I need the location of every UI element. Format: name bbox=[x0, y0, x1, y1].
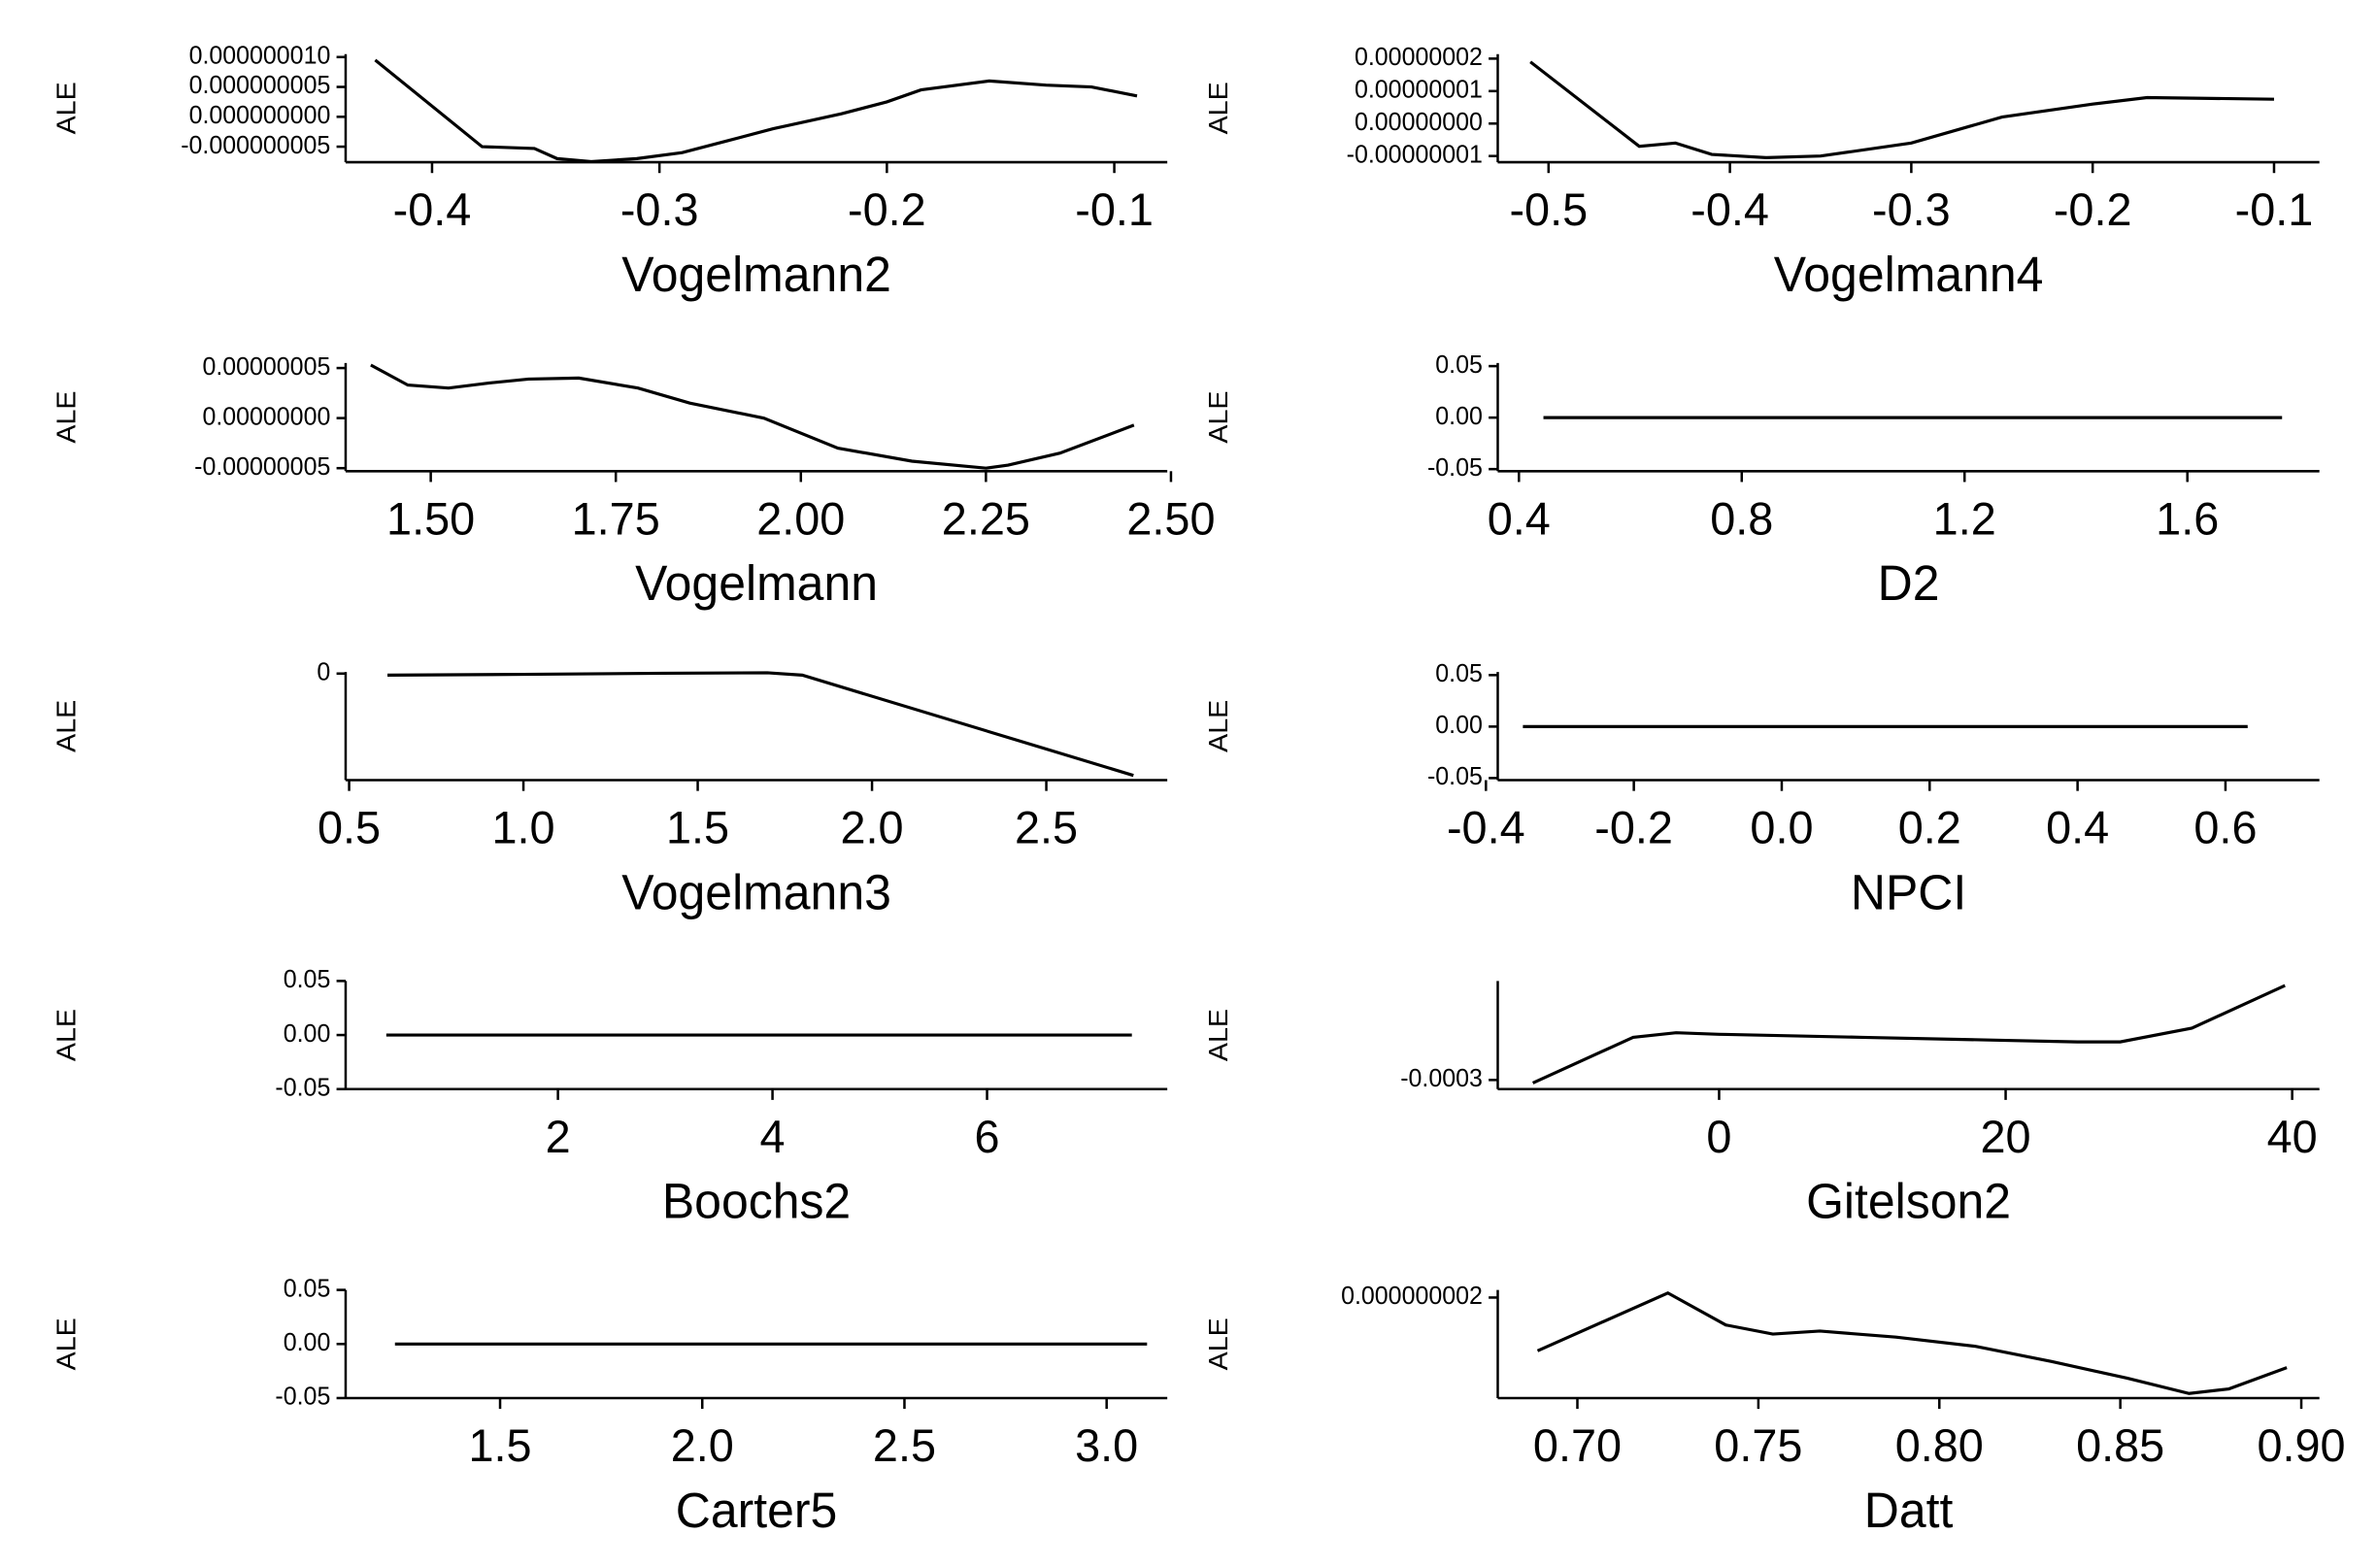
y-tick-label: -0.05 bbox=[275, 1383, 330, 1410]
y-axis-label: ALE bbox=[1203, 391, 1234, 444]
ale-line bbox=[1531, 984, 2286, 1084]
y-tick-label: -0.00000001 bbox=[1347, 141, 1483, 168]
x-tick-label: 2.50 bbox=[1126, 493, 1215, 546]
x-tick-label: 0.80 bbox=[1895, 1420, 1984, 1473]
x-tick-label: 0.6 bbox=[2193, 802, 2257, 854]
x-tick-label: -0.2 bbox=[2054, 184, 2132, 237]
ale-line bbox=[374, 58, 1138, 164]
x-tick-label: -0.5 bbox=[1509, 184, 1588, 237]
x-axis-label: Datt bbox=[1864, 1482, 1954, 1538]
y-tick-label: 0.00 bbox=[1435, 712, 1483, 739]
y-tick-label: 0.00000000 bbox=[202, 403, 330, 430]
x-tick-label: 1.5 bbox=[468, 1420, 531, 1473]
y-tick-label: 0.05 bbox=[1435, 351, 1483, 379]
x-tick-label: 0.85 bbox=[2076, 1420, 2164, 1473]
x-tick-label: -0.2 bbox=[848, 184, 926, 237]
x-tick-label: 0.4 bbox=[1488, 493, 1551, 546]
x-tick-label: 3.0 bbox=[1075, 1420, 1138, 1473]
y-axis-label: ALE bbox=[1203, 700, 1234, 752]
x-tick-label: 1.2 bbox=[1933, 493, 1996, 546]
y-tick-label: 0.00 bbox=[284, 1020, 331, 1048]
y-tick-label: 0.00000000 bbox=[1355, 109, 1483, 136]
x-tick-label: 0.0 bbox=[1750, 802, 1813, 854]
y-tick-label: 0.00000001 bbox=[1355, 76, 1483, 103]
x-tick-label: 0 bbox=[1706, 1111, 1731, 1163]
x-axis-label: NPCI bbox=[1851, 864, 1966, 920]
x-tick-label: 0.70 bbox=[1533, 1420, 1622, 1473]
y-tick-label: 0.00000005 bbox=[202, 353, 330, 381]
ale-line bbox=[387, 671, 1134, 778]
ale-line bbox=[1536, 1290, 2288, 1395]
x-axis-label: Vogelmann4 bbox=[1774, 246, 2044, 302]
x-axis-label: D2 bbox=[1878, 555, 1940, 612]
y-tick-label: 0 bbox=[317, 658, 330, 685]
ale-line bbox=[370, 363, 1135, 470]
y-tick-label: -0.000000005 bbox=[181, 132, 330, 159]
x-tick-label: -0.4 bbox=[1691, 184, 1769, 237]
x-tick-label: 0.90 bbox=[2257, 1420, 2345, 1473]
x-tick-label: 2.25 bbox=[942, 493, 1030, 546]
y-tick-label: 0.05 bbox=[284, 1275, 331, 1302]
x-axis-label: Vogelmann2 bbox=[621, 246, 891, 302]
y-tick-label: -0.05 bbox=[1427, 763, 1483, 790]
y-axis-label: ALE bbox=[51, 82, 83, 134]
x-tick-label: 1.0 bbox=[492, 802, 555, 854]
x-tick-label: 0.5 bbox=[318, 802, 381, 854]
x-tick-label: 40 bbox=[2267, 1111, 2318, 1163]
ale-line bbox=[1529, 60, 2274, 159]
x-tick-label: -0.3 bbox=[1872, 184, 1951, 237]
x-tick-label: -0.4 bbox=[1447, 802, 1525, 854]
x-tick-label: 1.6 bbox=[2156, 493, 2219, 546]
x-tick-label: 1.5 bbox=[666, 802, 729, 854]
y-tick-label: -0.05 bbox=[1427, 454, 1483, 482]
y-tick-label: 0.000000010 bbox=[189, 42, 331, 69]
x-tick-label: -0.1 bbox=[2235, 184, 2314, 237]
x-axis-label: Boochs2 bbox=[662, 1173, 851, 1229]
y-tick-label: 0.05 bbox=[284, 966, 331, 993]
x-tick-label: 2 bbox=[546, 1111, 571, 1163]
x-tick-label: 0.2 bbox=[1898, 802, 1961, 854]
x-axis-label: Carter5 bbox=[676, 1482, 838, 1538]
x-axis-label: Vogelmann3 bbox=[621, 864, 891, 920]
x-tick-label: -0.1 bbox=[1075, 184, 1154, 237]
x-tick-label: 0.4 bbox=[2046, 802, 2109, 854]
x-tick-label: 1.50 bbox=[386, 493, 475, 546]
y-tick-label: 0.000000002 bbox=[1341, 1283, 1483, 1310]
y-axis-label: ALE bbox=[51, 1009, 83, 1061]
y-axis-label: ALE bbox=[51, 700, 83, 752]
x-tick-label: 2.0 bbox=[841, 802, 904, 854]
x-tick-label: 0.8 bbox=[1710, 493, 1773, 546]
x-tick-label: 0.75 bbox=[1714, 1420, 1802, 1473]
x-tick-label: -0.3 bbox=[620, 184, 699, 237]
x-tick-label: 20 bbox=[1981, 1111, 2031, 1163]
y-axis-label: ALE bbox=[1203, 1009, 1234, 1061]
y-tick-label: 0.00000002 bbox=[1355, 44, 1483, 71]
x-tick-label: 6 bbox=[975, 1111, 1000, 1163]
y-axis-label: ALE bbox=[1203, 82, 1234, 134]
x-tick-label: 1.75 bbox=[572, 493, 660, 546]
y-axis-label: ALE bbox=[51, 1318, 83, 1370]
x-tick-label: 2.5 bbox=[1015, 802, 1078, 854]
x-tick-label: -0.4 bbox=[393, 184, 472, 237]
x-tick-label: 4 bbox=[760, 1111, 786, 1163]
y-axis-label: ALE bbox=[1203, 1318, 1234, 1370]
y-tick-label: -0.0003 bbox=[1400, 1065, 1483, 1092]
x-tick-label: 2.0 bbox=[671, 1420, 734, 1473]
x-axis-label: Gitelson2 bbox=[1806, 1173, 2011, 1229]
y-tick-label: -0.00000005 bbox=[194, 453, 330, 481]
y-tick-label: 0.000000005 bbox=[189, 72, 331, 99]
x-tick-label: 2.00 bbox=[756, 493, 845, 546]
x-tick-label: 2.5 bbox=[873, 1420, 936, 1473]
y-tick-label: -0.05 bbox=[275, 1074, 330, 1101]
x-tick-label: -0.2 bbox=[1594, 802, 1673, 854]
y-tick-label: 0.05 bbox=[1435, 660, 1483, 687]
y-tick-label: 0.00 bbox=[1435, 403, 1483, 430]
y-tick-label: 0.00 bbox=[284, 1329, 331, 1356]
x-axis-label: Vogelmann bbox=[635, 555, 878, 612]
y-axis-label: ALE bbox=[51, 391, 83, 444]
y-tick-label: 0.000000000 bbox=[189, 102, 331, 129]
